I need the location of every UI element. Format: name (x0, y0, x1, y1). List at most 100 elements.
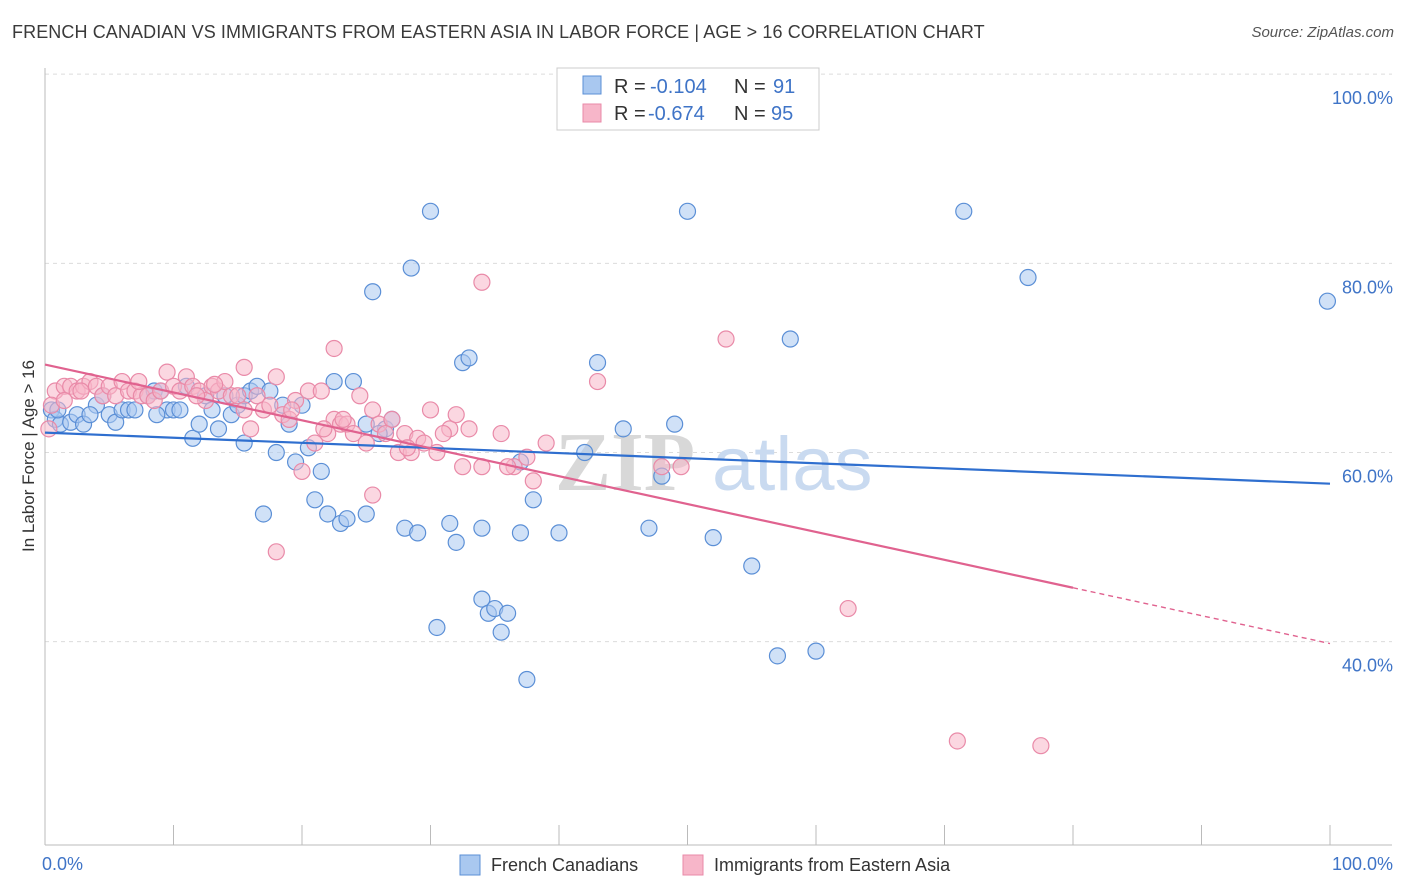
point-immigrants-eastern-asia (672, 458, 690, 476)
point-french-canadians (267, 443, 285, 462)
point-immigrants-eastern-asia (267, 543, 285, 561)
legend-n-value-1: 91 (773, 76, 795, 98)
point-french-canadians (518, 670, 536, 689)
point-immigrants-eastern-asia (460, 420, 478, 438)
source-label: Source: ZipAtlas.com (1251, 24, 1394, 41)
point-french-canadians (235, 434, 253, 452)
point-immigrants-eastern-asia (206, 375, 224, 394)
legend-r-value-1: -0.104 (650, 76, 707, 98)
tick-labels: 40.0% 60.0% 80.0% 100.0% 0.0% 100.0% (42, 88, 1393, 874)
point-french-canadians (254, 505, 273, 523)
point-immigrants-eastern-asia (383, 410, 401, 428)
point-immigrants-eastern-asia (312, 382, 330, 400)
point-french-canadians (666, 415, 684, 433)
point-immigrants-eastern-asia (524, 472, 542, 490)
point-immigrants-eastern-asia (717, 330, 735, 348)
point-immigrants-eastern-asia (357, 434, 375, 452)
bottom-legend-swatch-pink (682, 854, 704, 876)
point-french-canadians (81, 406, 99, 424)
trend-line-extension (1072, 587, 1331, 645)
point-immigrants-eastern-asia (242, 420, 260, 438)
point-french-canadians (955, 202, 973, 220)
point-french-canadians (357, 505, 375, 523)
point-french-canadians (209, 420, 228, 438)
y-tick-label: 100.0% (1332, 88, 1393, 108)
point-immigrants-eastern-asia (334, 410, 352, 428)
point-immigrants-eastern-asia (293, 462, 311, 481)
legend-r-value-2: -0.674 (648, 103, 705, 125)
point-french-canadians (190, 415, 208, 433)
point-immigrants-eastern-asia (537, 434, 555, 452)
trend-line-immigrants-eastern-asia (44, 363, 1074, 589)
point-immigrants-eastern-asia (1032, 737, 1050, 755)
point-immigrants-eastern-asia (421, 401, 440, 419)
x-tick-label-min: 0.0% (42, 854, 83, 874)
point-immigrants-eastern-asia (267, 368, 285, 386)
point-french-canadians (402, 259, 420, 277)
point-french-canadians (473, 590, 491, 608)
point-french-canadians (171, 401, 189, 419)
point-french-canadians (640, 519, 658, 537)
point-french-canadians (312, 462, 330, 481)
point-french-canadians (306, 491, 324, 509)
point-french-canadians (441, 514, 459, 533)
bottom-legend-label-2: Immigrants from Eastern Asia (714, 855, 951, 875)
point-immigrants-eastern-asia (473, 273, 491, 291)
point-french-canadians (743, 557, 761, 575)
point-immigrants-eastern-asia (158, 363, 176, 381)
point-french-canadians (319, 505, 337, 523)
point-french-canadians (344, 372, 362, 391)
point-french-canadians (704, 529, 722, 547)
y-tick-label: 60.0% (1342, 467, 1393, 487)
point-french-canadians (781, 330, 799, 348)
legend-swatch-pink (582, 103, 602, 123)
point-french-canadians (364, 283, 382, 301)
point-french-canadians (325, 372, 343, 391)
point-immigrants-eastern-asia (839, 599, 857, 618)
point-immigrants-eastern-asia (447, 406, 465, 424)
y-axis-label: In Labor Force | Age > 16 (19, 360, 38, 552)
point-french-canadians (807, 642, 825, 660)
legend-n-label-2: N = (734, 103, 766, 125)
point-immigrants-eastern-asia (364, 401, 382, 419)
point-french-canadians (428, 618, 446, 637)
point-french-canadians (148, 406, 166, 424)
y-tick-label: 40.0% (1342, 656, 1393, 676)
point-immigrants-eastern-asia (229, 387, 247, 405)
point-french-canadians (768, 647, 787, 665)
point-immigrants-eastern-asia (248, 387, 266, 405)
bottom-legend-label-1: French Canadians (491, 855, 638, 875)
legend-r-label-2: R = (614, 103, 646, 125)
point-immigrants-eastern-asia (492, 424, 510, 443)
point-french-canadians (447, 533, 465, 551)
point-french-canadians (511, 524, 530, 542)
point-immigrants-eastern-asia (518, 448, 536, 466)
y-tick-label: 80.0% (1342, 277, 1393, 297)
point-french-canadians (492, 623, 510, 641)
point-immigrants-eastern-asia (364, 486, 382, 504)
point-french-canadians (421, 202, 440, 220)
point-french-canadians (499, 604, 517, 622)
point-immigrants-eastern-asia (325, 339, 343, 358)
point-immigrants-eastern-asia (40, 420, 58, 438)
point-french-canadians (588, 354, 607, 372)
point-french-canadians (126, 401, 144, 419)
watermark: ZIP atlas (555, 416, 873, 509)
point-french-canadians (460, 349, 478, 367)
x-tick-label-max: 100.0% (1332, 854, 1393, 874)
point-french-canadians (524, 491, 542, 509)
data-points (40, 202, 1337, 755)
trend-line-french-canadians (44, 431, 1331, 485)
chart-title: FRENCH CANADIAN VS IMMIGRANTS FROM EASTE… (12, 22, 985, 42)
point-immigrants-eastern-asia (454, 458, 472, 476)
point-immigrants-eastern-asia (351, 387, 369, 405)
axes (44, 68, 1392, 846)
point-immigrants-eastern-asia (588, 372, 607, 391)
legend-box: R = -0.104 N = 91 R = -0.674 N = 95 (556, 67, 820, 131)
point-immigrants-eastern-asia (55, 391, 73, 410)
legend-n-label-1: N = (734, 76, 766, 98)
point-french-canadians (473, 519, 491, 537)
point-immigrants-eastern-asia (283, 401, 301, 419)
point-french-canadians (678, 202, 697, 220)
point-french-canadians (1019, 268, 1037, 287)
